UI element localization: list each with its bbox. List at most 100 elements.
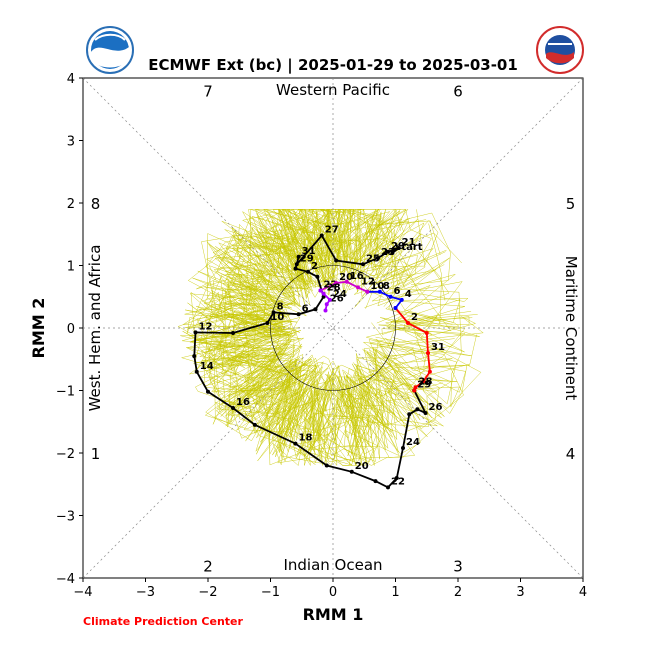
y-tick-label: 2 [67, 197, 75, 212]
x-tick-label: −4 [73, 585, 92, 600]
forecast-point [361, 262, 365, 267]
point-label: start [395, 242, 422, 253]
forecast-point [315, 274, 320, 279]
chart-title: ECMWF Ext (bc) | 2025-01-29 to 2025-03-0… [148, 56, 518, 75]
y-tick-label: 3 [67, 135, 75, 150]
forecast-point [293, 441, 298, 446]
phase-number: 8 [91, 195, 101, 213]
point-label: 26 [429, 402, 443, 413]
point-label: 24 [333, 289, 347, 300]
point-label: 28 [327, 283, 341, 294]
forecast-point [321, 291, 326, 296]
forecast-point [265, 321, 270, 325]
forecast-point [334, 281, 339, 285]
footer-credit: Climate Prediction Center [83, 615, 243, 628]
point-label: 6 [394, 286, 401, 297]
y-tick-label: 0 [67, 322, 75, 337]
x-tick-label: 3 [516, 585, 524, 600]
point-label: 8 [277, 301, 284, 312]
forecast-point [390, 251, 395, 255]
forecast-point [296, 254, 301, 259]
phase-number: 5 [566, 195, 576, 213]
region-label-top: Western Pacific [276, 81, 390, 99]
point-label: 12 [199, 321, 213, 332]
forecast-point [427, 369, 432, 374]
point-label: 21 [402, 237, 416, 248]
forecast-point [386, 249, 390, 254]
point-label: 26 [330, 293, 344, 304]
forecast-point [324, 302, 329, 307]
forecast-point [426, 351, 430, 355]
forecast-point [194, 369, 199, 374]
forecast-point [373, 479, 378, 484]
forecast-point [376, 256, 380, 260]
x-axis-label: RMM 1 [303, 605, 364, 624]
forecast-point [394, 476, 399, 480]
forecast-point [406, 321, 410, 325]
forecast-point [193, 330, 198, 335]
point-label: 31 [431, 342, 445, 353]
phase-number: 4 [566, 445, 576, 463]
forecast-point [401, 446, 405, 450]
ensemble-member-line [191, 224, 387, 431]
forecast-point [293, 266, 298, 271]
forecast-point [413, 385, 418, 390]
y-tick-label: −1 [56, 385, 75, 400]
ensemble-member-line [192, 209, 398, 466]
forecast-point [399, 297, 404, 302]
forecast-point [318, 288, 323, 293]
point-label: 29 [391, 241, 405, 252]
ensemble-member-line [232, 209, 464, 467]
forecast-point [313, 307, 318, 312]
ensemble-member-line [194, 209, 406, 465]
forecast-point [423, 411, 428, 415]
forecast-point [192, 354, 197, 359]
point-label: 2 [411, 312, 418, 323]
x-tick-label: 4 [579, 585, 587, 600]
forecast-point [415, 407, 420, 412]
forecast-point [252, 422, 257, 427]
ensemble-member-line [189, 220, 422, 466]
ensemble-member-line [200, 208, 397, 443]
ensemble-member-line [205, 208, 437, 466]
forecast-point [388, 294, 393, 299]
phase-number: 3 [453, 558, 463, 576]
y-axis-label: RMM 2 [29, 298, 48, 359]
forecast-point [231, 406, 235, 410]
forecast-point [294, 262, 299, 267]
forecast-point [271, 310, 276, 315]
forecast-point [365, 289, 370, 294]
point-label: 31 [302, 246, 316, 257]
forecast-point [296, 312, 301, 317]
point-label: 10 [370, 281, 384, 292]
point-label: 27 [325, 225, 339, 236]
point-label: 2 [311, 261, 318, 272]
forecast-point [323, 308, 328, 313]
point-label: 23 [381, 247, 395, 258]
point-label: 12 [361, 276, 375, 287]
noaa-logo [86, 26, 134, 74]
point-label: 4 [405, 289, 412, 300]
ensemble-member-line [213, 220, 482, 431]
point-label: 14 [200, 361, 214, 372]
phase-number: 2 [203, 558, 213, 576]
forecast-point [377, 289, 382, 294]
phase-number: 1 [91, 445, 101, 463]
forecast-point [356, 285, 360, 290]
point-label: 16 [236, 397, 250, 408]
point-label: 8 [383, 281, 390, 292]
x-tick-label: −2 [198, 585, 217, 600]
point-label: 6 [302, 303, 309, 314]
ensemble-member-line [177, 208, 457, 461]
forecast-point [393, 306, 398, 310]
y-tick-label: 1 [67, 260, 75, 275]
forecast-point [349, 469, 354, 474]
ensemble-member-line [204, 209, 445, 464]
x-tick-label: −3 [136, 585, 155, 600]
forecast-point [319, 233, 324, 238]
region-label-bottom: Indian Ocean [283, 556, 382, 574]
unit-circle [270, 265, 396, 391]
forecast-point [324, 463, 329, 468]
ensemble-member-line [192, 208, 425, 460]
